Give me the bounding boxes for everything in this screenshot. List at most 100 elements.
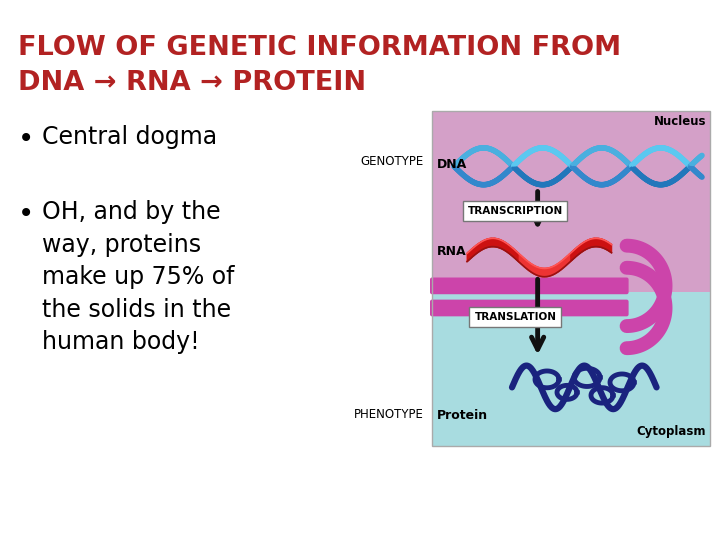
Polygon shape — [522, 256, 523, 266]
Polygon shape — [561, 261, 562, 270]
Polygon shape — [543, 268, 544, 276]
Polygon shape — [610, 244, 611, 252]
FancyBboxPatch shape — [430, 278, 629, 294]
Polygon shape — [476, 245, 477, 254]
Text: Protein: Protein — [437, 409, 488, 422]
Polygon shape — [572, 251, 573, 260]
Polygon shape — [503, 241, 504, 250]
Polygon shape — [487, 239, 488, 247]
Polygon shape — [591, 239, 592, 247]
Bar — [469, 307, 562, 327]
Text: FLOW OF GENETIC INFORMATION FROM: FLOW OF GENETIC INFORMATION FROM — [18, 35, 621, 61]
Polygon shape — [490, 238, 491, 247]
Polygon shape — [539, 268, 540, 276]
Polygon shape — [604, 240, 605, 249]
Polygon shape — [480, 242, 481, 251]
Polygon shape — [488, 239, 489, 247]
Polygon shape — [592, 239, 593, 247]
Polygon shape — [577, 246, 578, 255]
Polygon shape — [485, 240, 486, 248]
Polygon shape — [526, 260, 527, 269]
Polygon shape — [506, 243, 507, 252]
Polygon shape — [512, 247, 513, 256]
Polygon shape — [548, 268, 549, 276]
Polygon shape — [609, 243, 610, 252]
Bar — [432, 111, 710, 446]
Polygon shape — [516, 251, 517, 260]
Polygon shape — [554, 266, 555, 274]
Polygon shape — [473, 247, 474, 256]
Polygon shape — [602, 239, 603, 248]
Polygon shape — [590, 239, 591, 247]
Polygon shape — [588, 240, 589, 248]
Polygon shape — [580, 244, 581, 253]
Polygon shape — [509, 245, 510, 254]
Polygon shape — [493, 238, 494, 247]
Polygon shape — [513, 249, 514, 258]
Polygon shape — [607, 241, 608, 251]
Polygon shape — [603, 240, 604, 248]
Polygon shape — [564, 258, 565, 267]
Polygon shape — [470, 250, 471, 259]
Polygon shape — [581, 244, 582, 253]
Polygon shape — [600, 239, 601, 247]
Polygon shape — [583, 242, 584, 251]
Polygon shape — [478, 244, 479, 252]
Polygon shape — [537, 267, 538, 275]
Text: PHENOTYPE: PHENOTYPE — [354, 408, 424, 421]
Polygon shape — [523, 258, 524, 267]
Polygon shape — [568, 255, 569, 264]
Polygon shape — [481, 242, 482, 251]
Text: TRANSCRIPTION: TRANSCRIPTION — [468, 206, 563, 215]
Polygon shape — [482, 241, 483, 249]
Polygon shape — [477, 244, 478, 253]
Polygon shape — [562, 260, 563, 269]
Polygon shape — [595, 238, 596, 247]
Polygon shape — [536, 267, 537, 275]
Polygon shape — [579, 245, 580, 254]
Polygon shape — [567, 255, 568, 265]
Text: GENOTYPE: GENOTYPE — [361, 155, 424, 168]
Polygon shape — [489, 239, 490, 247]
Polygon shape — [582, 242, 583, 252]
Polygon shape — [521, 256, 522, 265]
Polygon shape — [467, 253, 468, 262]
Polygon shape — [573, 250, 574, 259]
Polygon shape — [510, 246, 511, 255]
Polygon shape — [587, 240, 588, 249]
Polygon shape — [549, 268, 550, 276]
Polygon shape — [594, 238, 595, 247]
Text: Cytoplasm: Cytoplasm — [636, 425, 706, 438]
Polygon shape — [499, 239, 500, 248]
Polygon shape — [566, 257, 567, 266]
Polygon shape — [593, 238, 594, 247]
Polygon shape — [558, 263, 559, 272]
Polygon shape — [479, 243, 480, 252]
Polygon shape — [569, 254, 570, 263]
Polygon shape — [495, 239, 496, 247]
Polygon shape — [550, 267, 551, 276]
Polygon shape — [507, 244, 508, 252]
Polygon shape — [596, 238, 597, 247]
Polygon shape — [556, 265, 557, 273]
Polygon shape — [472, 248, 473, 257]
Polygon shape — [524, 259, 525, 267]
Polygon shape — [597, 238, 598, 247]
Polygon shape — [508, 245, 509, 253]
Polygon shape — [586, 241, 587, 249]
Polygon shape — [498, 239, 499, 248]
Polygon shape — [520, 255, 521, 264]
Text: •: • — [18, 200, 35, 228]
Polygon shape — [474, 246, 475, 255]
Polygon shape — [511, 247, 512, 256]
Polygon shape — [492, 238, 493, 247]
Polygon shape — [528, 262, 529, 271]
Polygon shape — [553, 266, 554, 275]
Polygon shape — [535, 266, 536, 275]
Polygon shape — [542, 268, 543, 276]
Polygon shape — [475, 246, 476, 255]
Polygon shape — [471, 249, 472, 258]
Polygon shape — [496, 239, 497, 247]
Polygon shape — [514, 249, 515, 258]
Polygon shape — [606, 241, 607, 250]
